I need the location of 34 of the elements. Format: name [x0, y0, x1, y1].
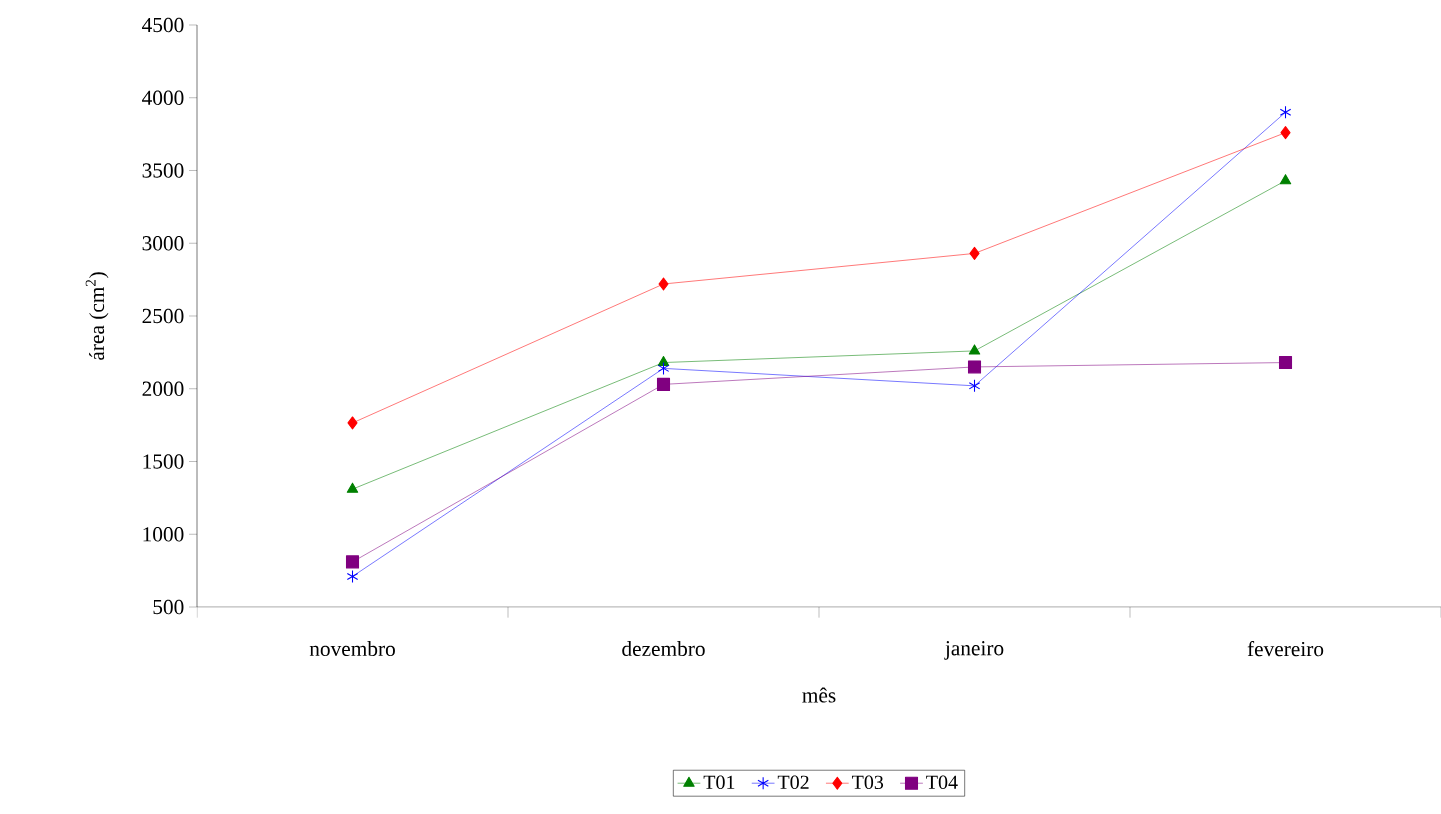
point: [657, 361, 670, 375]
point: [345, 555, 360, 569]
point: [346, 569, 359, 583]
point: [969, 246, 980, 260]
point: [968, 344, 981, 355]
y-tick-label: 4500: [142, 17, 184, 33]
y-tick-label: 2000: [142, 381, 184, 396]
x-tick-label: janeiro: [944, 641, 1004, 660]
legend-label: T04: [926, 775, 958, 790]
x-tick-label: fevereiro: [1247, 641, 1324, 657]
x-tick-label: novembro: [309, 641, 395, 657]
y-tick-label: 4000: [142, 90, 184, 105]
point: [347, 416, 358, 430]
x-axis-title: mês: [802, 687, 836, 703]
y-tick-label: 3500: [142, 163, 184, 178]
y-tick-label: 1500: [143, 454, 184, 469]
y-tick-label: 3000: [142, 236, 184, 251]
y-tick-label: 1000: [143, 527, 184, 542]
y-tick-label: 2500: [142, 308, 184, 324]
point: [968, 379, 981, 393]
y-axis-title: área (cm$^{2}$): [85, 272, 109, 360]
legend-label: T02: [777, 775, 809, 790]
point: [1279, 174, 1292, 185]
legend-label: T01: [703, 775, 735, 790]
point: [1280, 126, 1291, 140]
point: [346, 482, 359, 493]
x-tick-label: dezembro: [622, 641, 705, 657]
point: [1279, 105, 1292, 119]
legend-label: T03: [851, 775, 884, 790]
y-tick-label: 500: [153, 599, 184, 615]
point: [1278, 356, 1293, 370]
point: [658, 277, 669, 291]
point: [656, 377, 671, 391]
point: [967, 360, 982, 374]
